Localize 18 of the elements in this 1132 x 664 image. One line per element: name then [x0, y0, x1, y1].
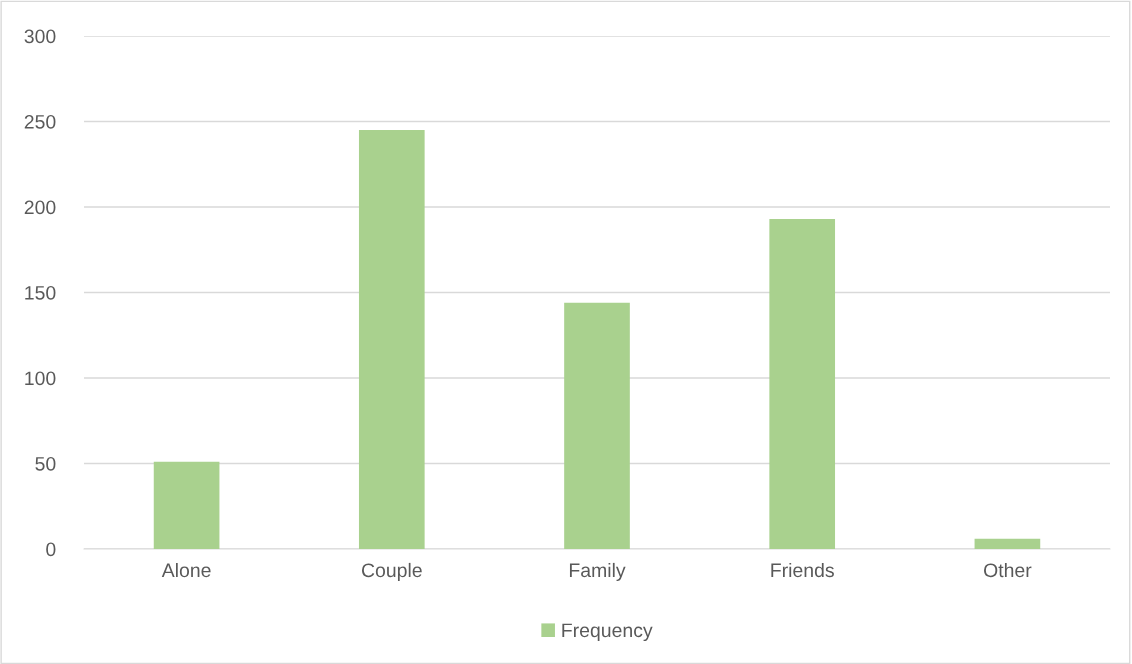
bar — [153, 461, 220, 549]
x-tick-label: Couple — [361, 562, 422, 582]
bar — [564, 302, 630, 549]
y-tick-label: 0 — [46, 542, 56, 557]
bar — [974, 538, 1041, 549]
bar — [769, 218, 836, 549]
x-tick-label: Family — [569, 562, 626, 582]
y-tick-label: 50 — [35, 456, 56, 471]
legend-label: Frequency — [562, 623, 653, 642]
x-tick-label: Friends — [771, 562, 834, 578]
y-tick-label: 250 — [24, 114, 56, 129]
bar — [358, 130, 425, 549]
y-tick-label: 100 — [25, 371, 56, 386]
y-tick-label: 200 — [24, 200, 56, 215]
y-tick-label: 300 — [24, 29, 56, 44]
x-tick-label: Other — [984, 562, 1032, 578]
x-tick-label: Alone — [161, 562, 211, 578]
y-tick-label: 150 — [25, 285, 56, 300]
